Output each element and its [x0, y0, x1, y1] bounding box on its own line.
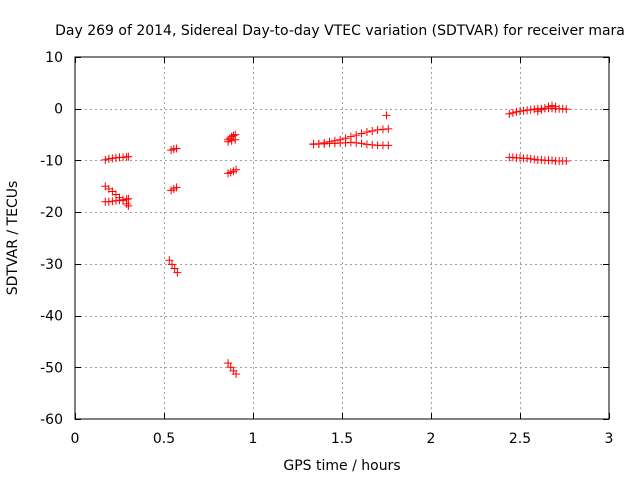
- data-point: [519, 106, 528, 115]
- data-point: [523, 154, 532, 163]
- y-axis-label: SDTVAR / TECUs: [5, 181, 21, 296]
- data-point: [229, 131, 238, 140]
- data-point: [119, 153, 128, 162]
- grid-lines: [75, 57, 609, 419]
- y-tick-label: -20: [40, 205, 63, 221]
- axis-ticks: 0 0.5 1 1.5 2 2.5 3 10 0 -10 -20 -30 -40 -50 -60: [40, 50, 613, 447]
- data-point: [330, 139, 339, 148]
- data-point: [384, 141, 393, 150]
- data-point: [111, 153, 120, 162]
- data-point: [544, 102, 553, 111]
- data-point: [224, 137, 233, 146]
- data-point: [352, 131, 361, 140]
- data-point: [530, 155, 539, 164]
- y-tick-label: -10: [40, 153, 63, 169]
- data-point: [172, 144, 181, 153]
- data-points: [101, 101, 571, 379]
- data-point: [104, 154, 113, 163]
- data-point: [104, 197, 113, 206]
- data-point: [320, 139, 329, 148]
- data-point: [382, 111, 391, 120]
- data-point: [537, 105, 546, 114]
- data-point: [165, 256, 174, 265]
- data-point: [352, 138, 361, 147]
- x-tick-label: 0: [71, 431, 80, 447]
- data-point: [124, 201, 133, 210]
- data-point: [101, 155, 110, 164]
- data-point: [537, 155, 546, 164]
- x-axis-label: GPS time / hours: [283, 458, 400, 474]
- data-point: [373, 125, 382, 134]
- data-point: [540, 104, 549, 113]
- data-point: [516, 107, 524, 116]
- data-point: [551, 102, 560, 111]
- data-point: [170, 264, 179, 273]
- x-tick-label: 1.5: [331, 431, 353, 447]
- data-point: [562, 156, 571, 165]
- data-point: [508, 108, 517, 117]
- x-tick-label: 0.5: [153, 431, 175, 447]
- data-point: [384, 124, 393, 133]
- data-point: [357, 139, 366, 148]
- data-point: [124, 152, 133, 161]
- data-point: [341, 138, 350, 147]
- data-point: [168, 260, 177, 269]
- data-point: [357, 129, 366, 138]
- data-point: [362, 127, 371, 136]
- data-point: [526, 105, 535, 114]
- data-point: [526, 154, 535, 163]
- y-tick-label: -40: [40, 309, 63, 325]
- data-point: [124, 194, 133, 203]
- chart-title: Day 269 of 2014, Sidereal Day-to-day VTE…: [55, 23, 625, 39]
- data-point: [108, 197, 117, 206]
- data-point: [378, 125, 387, 134]
- data-point: [122, 199, 131, 208]
- y-tick-label: -30: [40, 257, 63, 273]
- data-point: [173, 268, 182, 277]
- data-point: [562, 105, 571, 114]
- data-point: [548, 101, 557, 110]
- data-point: [232, 165, 241, 174]
- x-tick-label: 2: [427, 431, 436, 447]
- data-point: [530, 105, 539, 114]
- data-point: [224, 359, 233, 368]
- y-tick-label: 0: [54, 102, 63, 118]
- x-tick-label: 3: [605, 431, 614, 447]
- data-point: [533, 107, 542, 116]
- data-point: [368, 126, 377, 135]
- y-tick-label: -60: [40, 412, 63, 428]
- data-point: [516, 153, 524, 162]
- data-point: [108, 154, 117, 163]
- data-point: [172, 183, 181, 192]
- data-point: [346, 138, 355, 147]
- y-tick-label: 10: [45, 50, 63, 66]
- x-tick-label: 1: [249, 431, 258, 447]
- x-tick-label: 2.5: [509, 431, 531, 447]
- data-point: [227, 136, 236, 145]
- data-point: [558, 104, 567, 113]
- data-point: [512, 107, 521, 116]
- data-point: [548, 156, 557, 165]
- data-point: [362, 140, 371, 149]
- data-point: [505, 109, 514, 118]
- data-point: [368, 140, 377, 149]
- data-point: [231, 135, 240, 144]
- data-point: [232, 370, 241, 379]
- data-point: [508, 153, 517, 162]
- data-point: [523, 106, 532, 115]
- y-tick-label: -50: [40, 360, 63, 376]
